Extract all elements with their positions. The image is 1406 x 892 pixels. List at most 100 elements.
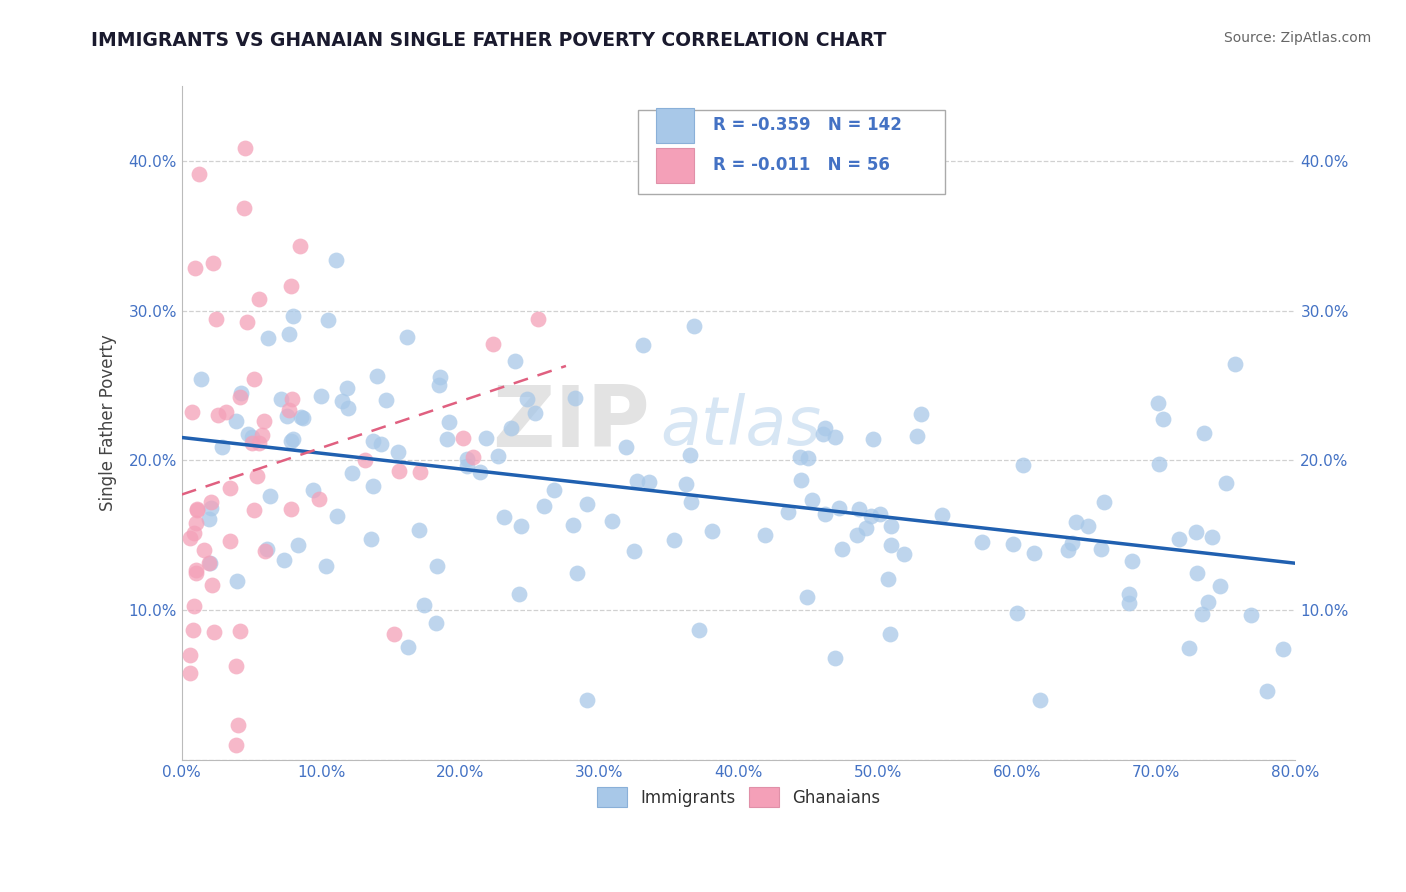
- Point: [215, 405, 238, 419]
- Point: [226, 717, 249, 731]
- FancyBboxPatch shape: [657, 148, 695, 183]
- Point: [879, 626, 901, 640]
- Point: [683, 318, 706, 333]
- Point: [463, 450, 485, 464]
- Point: [859, 508, 882, 523]
- Point: [567, 566, 589, 580]
- Point: [207, 408, 229, 422]
- Point: [600, 514, 623, 528]
- Point: [1194, 425, 1216, 440]
- Point: [225, 738, 247, 752]
- Point: [204, 312, 226, 326]
- Point: [855, 521, 877, 535]
- Point: [494, 510, 516, 524]
- Point: [283, 432, 305, 446]
- Point: [1201, 530, 1223, 544]
- Point: [280, 278, 302, 293]
- Point: [342, 466, 364, 480]
- Point: [533, 500, 555, 514]
- Point: [287, 538, 309, 552]
- Point: [413, 598, 436, 612]
- Point: [219, 482, 242, 496]
- Point: [1152, 411, 1174, 425]
- Point: [193, 543, 215, 558]
- Point: [288, 239, 311, 253]
- Point: [1185, 566, 1208, 581]
- Point: [623, 544, 645, 558]
- Point: [243, 503, 266, 517]
- Point: [429, 369, 451, 384]
- Point: [225, 414, 247, 428]
- Point: [202, 625, 225, 640]
- Point: [1147, 457, 1170, 471]
- Legend: Immigrants, Ghanaians: Immigrants, Ghanaians: [591, 780, 887, 814]
- Point: [1118, 597, 1140, 611]
- Point: [336, 380, 359, 394]
- Point: [811, 427, 834, 442]
- Point: [879, 538, 901, 552]
- Point: [910, 407, 932, 421]
- Point: [240, 430, 263, 444]
- Point: [228, 390, 250, 404]
- Point: [972, 535, 994, 549]
- Point: [252, 428, 274, 442]
- Point: [186, 563, 208, 577]
- Point: [789, 450, 811, 464]
- FancyBboxPatch shape: [657, 108, 695, 143]
- Point: [184, 516, 207, 531]
- FancyBboxPatch shape: [638, 110, 945, 194]
- Point: [508, 587, 530, 601]
- Point: [831, 541, 853, 556]
- Point: [336, 401, 359, 416]
- Point: [290, 409, 312, 424]
- Point: [236, 426, 259, 441]
- Point: [1064, 515, 1087, 529]
- Point: [664, 533, 686, 547]
- Point: [824, 430, 846, 444]
- Point: [679, 495, 702, 509]
- Point: [576, 693, 599, 707]
- Point: [179, 666, 201, 681]
- Point: [330, 393, 353, 408]
- Point: [800, 492, 823, 507]
- Point: [183, 526, 205, 541]
- Point: [179, 648, 201, 663]
- Point: [276, 409, 298, 424]
- Point: [427, 377, 450, 392]
- Point: [325, 252, 347, 267]
- Point: [1060, 536, 1083, 550]
- Point: [283, 309, 305, 323]
- Point: [425, 559, 447, 574]
- Point: [277, 326, 299, 341]
- Point: [187, 167, 209, 181]
- Point: [626, 474, 648, 488]
- Point: [247, 292, 270, 306]
- Point: [456, 452, 478, 467]
- Point: [183, 261, 205, 276]
- Point: [1197, 595, 1219, 609]
- Point: [1146, 396, 1168, 410]
- Point: [456, 459, 478, 474]
- Point: [1121, 554, 1143, 568]
- Point: [453, 431, 475, 445]
- Point: [510, 518, 533, 533]
- Point: [543, 483, 565, 497]
- Point: [259, 489, 281, 503]
- Point: [235, 141, 257, 155]
- Point: [614, 440, 637, 454]
- Point: [679, 448, 702, 462]
- Point: [388, 465, 411, 479]
- Point: [360, 533, 382, 547]
- Point: [1118, 587, 1140, 601]
- Point: [700, 524, 723, 538]
- Point: [179, 531, 201, 545]
- Point: [201, 256, 224, 270]
- Point: [1215, 475, 1237, 490]
- Point: [754, 528, 776, 542]
- Point: [387, 445, 409, 459]
- Point: [576, 496, 599, 510]
- Point: [200, 500, 222, 515]
- Point: [243, 372, 266, 386]
- Point: [273, 552, 295, 566]
- Point: [281, 392, 304, 406]
